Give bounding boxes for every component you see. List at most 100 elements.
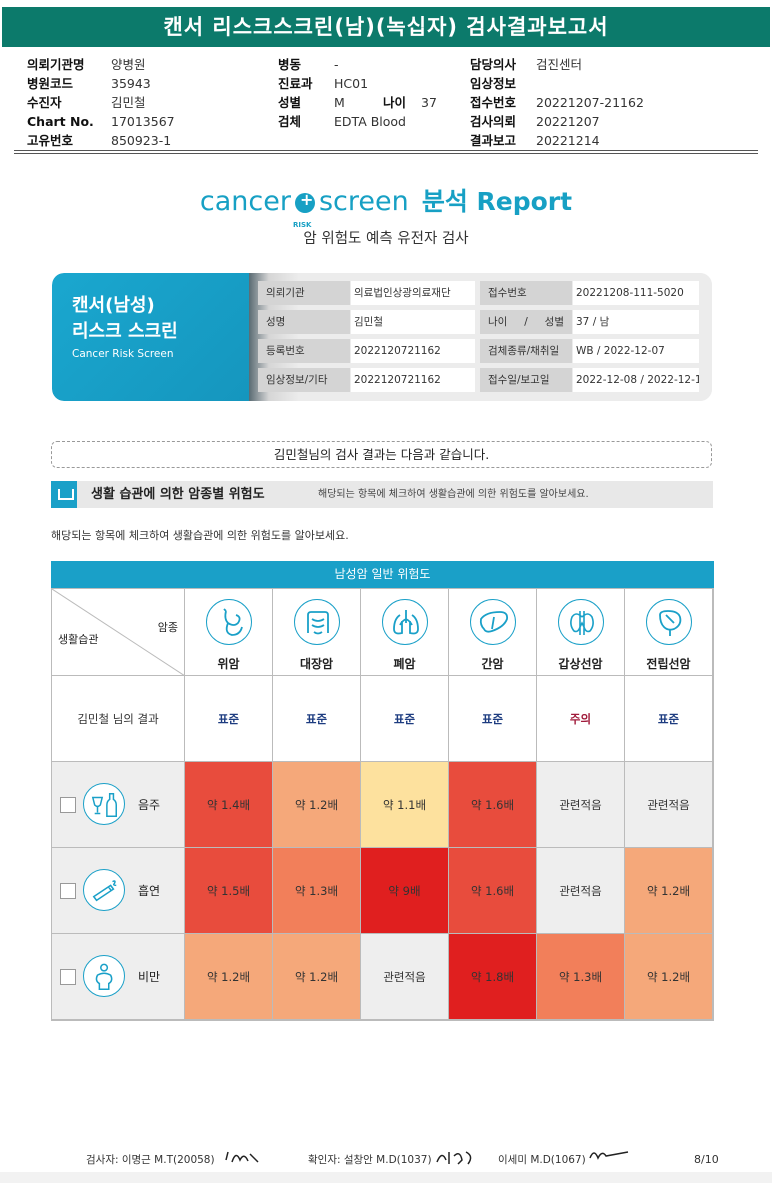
header-row: 병동 - — [278, 55, 406, 74]
header-label: 수진자 — [27, 95, 62, 110]
header-label: 성별 — [278, 95, 302, 110]
card-info-field: 나이 / 성별 37 / 남 — [480, 310, 699, 334]
habit-row-header: 비만 — [52, 934, 185, 1020]
risk-cell: 약 1.8배 — [449, 934, 537, 1020]
header-row: Chart No. 17013567 — [27, 112, 175, 131]
cancer-name: 간암 — [481, 657, 504, 671]
header-value: - — [334, 57, 339, 72]
confirmer: 확인자: 설창안 M.D(1037) — [308, 1154, 432, 1166]
page-number: 8/10 — [694, 1153, 719, 1166]
card-info-label: 나이 / 성별 — [480, 310, 572, 334]
habit-checkbox[interactable] — [60, 969, 76, 985]
card-info-value: 김민철 — [351, 310, 475, 334]
habit-name: 음주 — [138, 798, 161, 812]
result-sentence: 김민철님의 검사 결과는 다음과 같습니다. — [51, 441, 712, 468]
header-row: 진료과 HC01 — [278, 74, 406, 93]
header-value: 20221214 — [536, 133, 600, 148]
header-label: 임상정보 — [470, 76, 517, 91]
header-value: 양병원 — [111, 57, 146, 72]
header-row: 검사의뢰 20221207 — [470, 112, 644, 131]
header-row: 성별 M — [278, 93, 406, 112]
habit-checkbox[interactable] — [60, 797, 76, 813]
risk-cell: 약 1.2배 — [273, 934, 361, 1020]
header-row: 병원코드 35943 — [27, 74, 175, 93]
risk-cell: 약 1.3배 — [537, 934, 625, 1020]
obesity-icon — [83, 955, 125, 997]
header-row: 의뢰기관명 양병원 — [27, 55, 175, 74]
header-col-2: 병동 - 진료과 HC01 성별 M 검체 EDTA Blood — [278, 55, 406, 131]
cancer-name: 갑상선암 — [558, 657, 603, 671]
lung-icon — [381, 599, 428, 645]
cancer-name: 전립선암 — [646, 657, 691, 671]
corner-cell: 암종 생활습관 — [52, 589, 185, 676]
age-value: 37 — [421, 95, 437, 110]
card-info-field: 접수번호 20221208-111-5020 — [480, 281, 699, 305]
header-label: 고유번호 — [27, 133, 74, 148]
risk-cell: 약 9배 — [361, 848, 449, 934]
card-info-field: 등록번호 2022120721162 — [258, 339, 475, 363]
card-info-label: 검체종류/채취일 — [480, 339, 572, 363]
header-value: M — [334, 95, 345, 110]
header-row: 담당의사 검진센터 — [470, 55, 644, 74]
logo-screen-text: screen — [318, 186, 409, 217]
habit-checkbox[interactable] — [60, 883, 76, 899]
header-label: 검사의뢰 — [470, 114, 517, 129]
second-doctor-signature — [589, 1151, 629, 1160]
header-value: HC01 — [334, 76, 369, 91]
habit-row-header: 음주 — [52, 762, 185, 848]
risk-cell: 관련적음 — [537, 848, 625, 934]
header-divider-2 — [14, 153, 758, 154]
header-value: 검진센터 — [536, 57, 583, 72]
header-value: 김민철 — [111, 95, 146, 110]
header-value: 17013567 — [111, 114, 175, 129]
header-label: 검체 — [278, 114, 302, 129]
header-label: 접수번호 — [470, 95, 517, 110]
card-info-value: 의료법인상광의료재단 — [351, 281, 475, 305]
second-doctor: 이세미 M.D(1067) — [498, 1154, 586, 1166]
card-title-line1: 캔서(남성) — [72, 295, 155, 316]
header-label: 병동 — [278, 57, 302, 72]
risk-cell: 관련적음 — [537, 762, 625, 848]
risk-cell: 관련적음 — [361, 934, 449, 1020]
prostate-icon — [645, 599, 692, 645]
cancer-header: 간암 — [449, 589, 537, 676]
header-row: 접수번호 20221207-21162 — [470, 93, 644, 112]
header-value: EDTA Blood — [334, 114, 406, 129]
logo-report-text: 분석 Report — [421, 187, 573, 216]
header-label: 진료과 — [278, 76, 313, 91]
section-title: 생활 습관에 의한 암종별 위험도 — [91, 487, 265, 502]
card-info-value: 37 / 남 — [573, 310, 699, 334]
thyroid-icon — [557, 599, 604, 645]
cancer-result: 표준 — [185, 676, 273, 762]
card-title-line2: 리스크 스크린 — [72, 321, 178, 342]
header-label: Chart No. — [27, 114, 94, 129]
cancer-result: 표준 — [625, 676, 713, 762]
header-value: 20221207-21162 — [536, 95, 644, 110]
patient-info-card: 캔서(남성) 리스크 스크린 Cancer Risk Screen 의뢰기관 의료… — [52, 273, 712, 401]
risk-cell: 관련적음 — [625, 762, 713, 848]
result-row-label: 김민철 님의 결과 — [52, 676, 185, 762]
alcohol-icon — [83, 783, 125, 825]
risk-cell: 약 1.3배 — [273, 848, 361, 934]
header-label: 의뢰기관명 — [27, 57, 85, 72]
card-info-field: 성명 김민철 — [258, 310, 475, 334]
risk-table: 암종 생활습관 김민철 님의 결과 위암 표준 대장암 표준 폐암 표준 간암 표준 갑상선암 주… — [51, 588, 714, 1021]
card-info-value: 20221208-111-5020 — [573, 281, 699, 305]
age-label: 나이 — [383, 95, 407, 110]
risk-cell: 약 1.1배 — [361, 762, 449, 848]
risk-cell: 약 1.2배 — [185, 934, 273, 1020]
risk-cell: 약 1.6배 — [449, 848, 537, 934]
smoking-icon — [83, 869, 125, 911]
risk-cell: 약 1.4배 — [185, 762, 273, 848]
stomach-icon — [205, 599, 252, 645]
risk-cell: 약 1.6배 — [449, 762, 537, 848]
cancer-header: 대장암 — [273, 589, 361, 676]
header-value: 35943 — [111, 76, 151, 91]
card-info-value: WB / 2022-12-07 — [573, 339, 699, 363]
logo-risk-text: RISK — [293, 221, 312, 229]
header-value: 850923-1 — [111, 133, 172, 148]
card-info-label: 접수일/보고일 — [480, 368, 572, 392]
cancer-header: 위암 — [185, 589, 273, 676]
header-value: 20221207 — [536, 114, 600, 129]
corner-habit-label: 생활습관 — [58, 633, 99, 646]
